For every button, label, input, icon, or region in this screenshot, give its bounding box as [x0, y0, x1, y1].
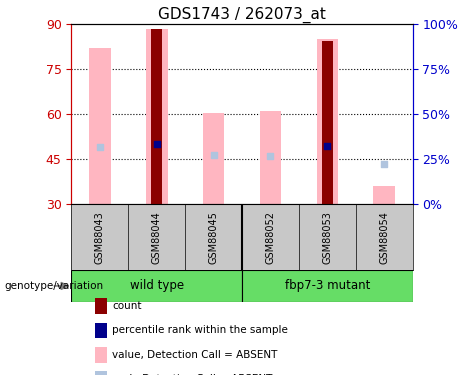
Bar: [146, 29, 167, 204]
Text: percentile rank within the sample: percentile rank within the sample: [112, 326, 288, 335]
Text: GSM88053: GSM88053: [322, 211, 332, 264]
Bar: [151, 29, 162, 204]
Text: GSM88045: GSM88045: [208, 211, 219, 264]
Point: [380, 161, 388, 167]
Point: [210, 152, 217, 158]
Text: count: count: [112, 301, 142, 311]
Bar: [373, 186, 395, 204]
Text: genotype/variation: genotype/variation: [5, 281, 104, 291]
Bar: [260, 111, 281, 204]
Title: GDS1743 / 262073_at: GDS1743 / 262073_at: [158, 7, 326, 23]
Text: GSM88043: GSM88043: [95, 211, 105, 264]
Point: [324, 143, 331, 149]
Text: GSM88044: GSM88044: [152, 211, 162, 264]
Text: rank, Detection Call = ABSENT: rank, Detection Call = ABSENT: [112, 374, 272, 375]
Point: [153, 141, 160, 147]
Text: value, Detection Call = ABSENT: value, Detection Call = ABSENT: [112, 350, 278, 360]
Text: wild type: wild type: [130, 279, 184, 292]
Text: GSM88052: GSM88052: [266, 211, 276, 264]
Bar: [317, 39, 338, 204]
Text: GSM88054: GSM88054: [379, 211, 389, 264]
Bar: [322, 41, 333, 204]
Bar: [89, 48, 111, 204]
Bar: [242, 270, 413, 302]
Point: [96, 144, 104, 150]
Bar: [203, 113, 225, 204]
Point: [267, 153, 274, 159]
Bar: [71, 270, 242, 302]
Text: fbp7-3 mutant: fbp7-3 mutant: [284, 279, 370, 292]
